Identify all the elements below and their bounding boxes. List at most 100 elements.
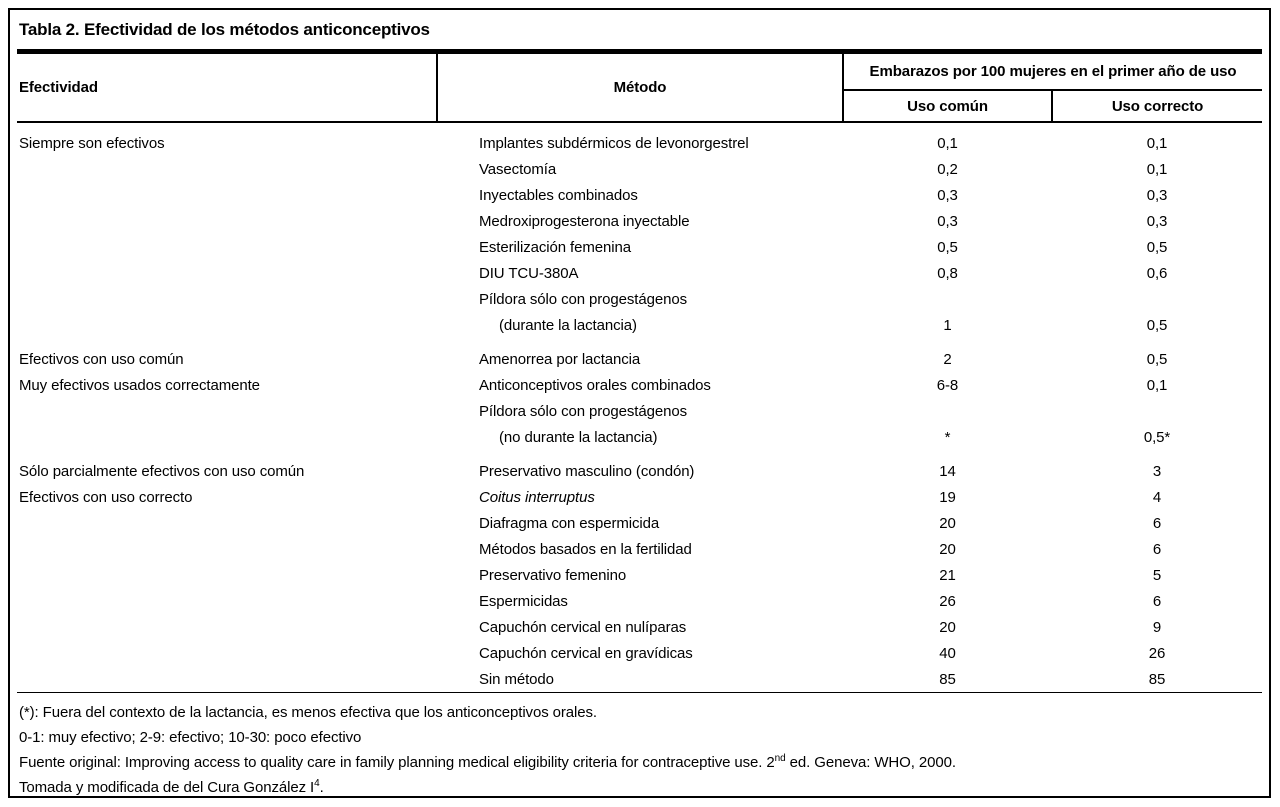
header-pregnancies-group: Embarazos por 100 mujeres en el primer a… <box>842 54 1262 91</box>
common-use-value-cell: * <box>944 428 951 446</box>
method-cell: (durante la lactancia) <box>499 316 637 334</box>
table-row: Inyectables combinados 0,3 0,3 <box>17 182 1262 208</box>
group-spacer-cell <box>17 122 1262 130</box>
footnote-line: (*): Fuera del contexto de la lactancia,… <box>19 700 1260 725</box>
correct-use-value-cell <box>1052 398 1262 424</box>
method-cell: Implantes subdérmicos de levonorgestrel <box>479 134 749 152</box>
effectiveness-cell <box>17 588 437 614</box>
common-use-value-cell: 14 <box>939 462 956 480</box>
table-row: Esterilización femenina 0,5 0,5 <box>17 234 1262 260</box>
table-row: Capuchón cervical en nulíparas 20 9 <box>17 614 1262 640</box>
footnote-text: (*): Fuera del contexto de la lactancia,… <box>19 704 597 721</box>
effectiveness-cell <box>17 156 437 182</box>
table-row: Capuchón cervical en gravídicas 40 26 <box>17 640 1262 666</box>
effectiveness-cell <box>17 666 437 692</box>
correct-use-value-cell: 4 <box>1152 488 1162 506</box>
effectiveness-cell <box>17 614 437 640</box>
common-use-value-cell: 0,3 <box>937 212 958 230</box>
correct-use-value-cell: 0,3 <box>1146 212 1168 230</box>
method-cell: Preservativo masculino (condón) <box>479 462 695 480</box>
footnote-text: Fuente original: Improving access to qua… <box>19 754 775 771</box>
effectiveness-cell: Muy efectivos usados correctamente <box>19 376 260 394</box>
effectiveness-cell <box>17 286 437 312</box>
common-use-value-cell: 26 <box>939 592 956 610</box>
correct-use-value-cell: 5 <box>1152 566 1162 584</box>
common-use-value-cell: 0,8 <box>937 264 958 282</box>
footnotes-rule <box>17 692 1262 693</box>
title-rule <box>17 49 1262 54</box>
correct-use-value-cell: 26 <box>1148 644 1166 662</box>
method-cell: Inyectables combinados <box>479 186 638 204</box>
table-body: Siempre son efectivos Implantes subdérmic… <box>17 122 1262 692</box>
method-cell: Diafragma con espermicida <box>479 514 660 532</box>
correct-use-value-cell: 9 <box>1152 618 1162 636</box>
common-use-value-cell: 2 <box>943 350 952 368</box>
effectiveness-cell <box>17 182 437 208</box>
footnote-superscript: 4 <box>314 778 320 789</box>
method-cell: Esterilización femenina <box>479 238 631 256</box>
method-cell: Anticonceptivos orales combinados <box>479 376 711 394</box>
method-cell: (no durante la lactancia) <box>499 428 658 446</box>
table-row: Vasectomía 0,2 0,1 <box>17 156 1262 182</box>
effectiveness-cell: Efectivos con uso común <box>19 350 184 368</box>
correct-use-value-cell: 0,5* <box>1143 428 1171 446</box>
group-spacer <box>17 450 1262 458</box>
group-spacer <box>17 122 1262 130</box>
method-cell: Sin método <box>479 670 554 688</box>
table-row: Espermicidas 26 6 <box>17 588 1262 614</box>
header-correct-use: Uso correcto <box>1051 90 1262 122</box>
table-frame: Tabla 2. Efectividad de los métodos anti… <box>8 8 1271 798</box>
common-use-value-cell: 19 <box>939 488 956 506</box>
method-cell: Capuchón cervical en nulíparas <box>479 618 687 636</box>
common-use-value-cell: 20 <box>939 540 956 558</box>
method-cell: Amenorrea por lactancia <box>479 350 641 368</box>
effectiveness-table: Efectividad Método Embarazos por 100 muj… <box>17 54 1262 692</box>
table-row: Píldora sólo con progestágenos <box>17 398 1262 424</box>
effectiveness-cell: Sólo parcialmente efectivos con uso comú… <box>19 462 305 480</box>
group-spacer-cell <box>17 338 1262 346</box>
correct-use-value-cell: 0,5 <box>1146 238 1168 256</box>
common-use-value-cell: 6-8 <box>936 376 959 394</box>
table-row: Diafragma con espermicida 20 6 <box>17 510 1262 536</box>
common-use-value-cell: 85 <box>939 670 956 688</box>
method-cell: Espermicidas <box>479 592 568 610</box>
footnote-line: Fuente original: Improving access to qua… <box>19 750 1260 775</box>
common-use-value-cell: 0,3 <box>937 186 958 204</box>
correct-use-value-cell <box>1052 286 1262 312</box>
common-use-value-cell: 1 <box>943 316 952 334</box>
correct-use-value-cell: 6 <box>1152 514 1162 532</box>
footnote-text: 0-1: muy efectivo; 2-9: efectivo; 10-30:… <box>19 729 362 746</box>
table-row: (durante la lactancia) 1 0,5 <box>17 312 1262 338</box>
method-cell: Capuchón cervical en gravídicas <box>479 644 693 662</box>
group-spacer-cell <box>17 450 1262 458</box>
footnote-line: 0-1: muy efectivo; 2-9: efectivo; 10-30:… <box>19 725 1260 750</box>
correct-use-value-cell: 0,5 <box>1146 350 1168 368</box>
common-use-value-cell: 20 <box>939 514 956 532</box>
effectiveness-cell: Efectivos con uso correcto <box>19 488 193 506</box>
footnote-superscript: nd <box>774 753 786 764</box>
effectiveness-cell <box>17 562 437 588</box>
footnote-line: Tomada y modificada de del Cura González… <box>19 775 1260 797</box>
effectiveness-cell <box>17 234 437 260</box>
table-row: Píldora sólo con progestágenos <box>17 286 1262 312</box>
correct-use-value-cell: 3 <box>1152 462 1162 480</box>
common-use-value-cell <box>843 286 1052 312</box>
method-cell: Preservativo femenino <box>479 566 627 584</box>
correct-use-value-cell: 0,1 <box>1146 134 1168 152</box>
common-use-value-cell: 20 <box>939 618 956 636</box>
correct-use-value-cell: 0,6 <box>1146 264 1168 282</box>
correct-use-value-cell: 6 <box>1152 540 1162 558</box>
table-row: Sin método 85 85 <box>17 666 1262 692</box>
correct-use-value-cell: 0,5 <box>1146 316 1168 334</box>
effectiveness-cell <box>17 510 437 536</box>
effectiveness-cell <box>17 398 437 424</box>
method-cell: Medroxiprogesterona inyectable <box>479 212 690 230</box>
effectiveness-cell <box>17 640 437 666</box>
header-method: Método <box>436 54 843 122</box>
footnote-text: Tomada y modificada de del Cura González… <box>19 779 315 796</box>
common-use-value-cell: 21 <box>939 566 956 584</box>
effectiveness-cell <box>17 536 437 562</box>
effectiveness-cell <box>17 312 437 338</box>
footnote-text: . <box>319 779 324 796</box>
correct-use-value-cell: 6 <box>1152 592 1162 610</box>
